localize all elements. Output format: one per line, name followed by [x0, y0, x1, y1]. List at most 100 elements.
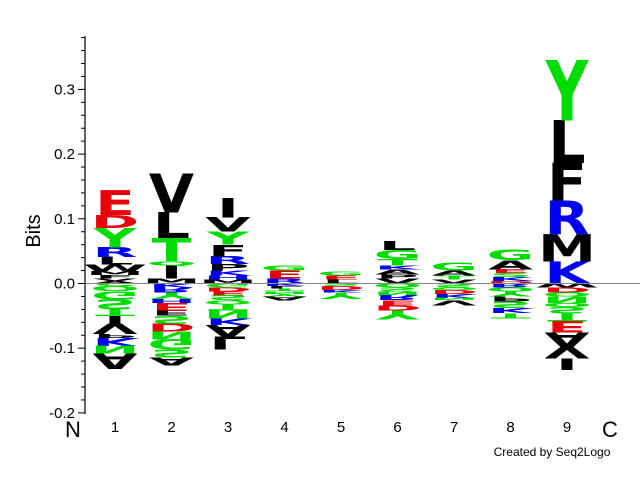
logo-letter-Y: Y [206, 229, 251, 250]
position-label: 2 [167, 419, 175, 436]
position-label: 3 [224, 419, 232, 436]
logo-letter-V: V [375, 277, 420, 285]
logo-letter-A: A [375, 268, 420, 276]
logo-letter-R: R [93, 245, 138, 260]
logo-letter-G: G [261, 264, 309, 272]
logo-letter-I: I [217, 193, 239, 224]
logo-letter-G: G [148, 335, 196, 351]
logo-letter-N: N [430, 297, 479, 301]
logo-letter-M: M [538, 227, 596, 270]
logo-letter-N: N [147, 329, 196, 341]
logo-letter-E: E [95, 185, 135, 224]
logo-letter-S: S [433, 282, 475, 288]
logo-letter-A: A [431, 269, 476, 277]
logo-letter-L: L [153, 206, 190, 247]
logo-letter-V: V [544, 343, 589, 362]
logo-letter-S: S [489, 272, 531, 278]
logo-letter-A: A [488, 258, 534, 272]
logo-letter-R: R [375, 293, 420, 301]
logo-letter-Q: Q [486, 286, 536, 292]
logo-letter-Y: Y [488, 290, 533, 298]
logo-letter-K: K [92, 335, 139, 347]
logo-letter-P: P [94, 333, 137, 339]
logo-letter-G: G [430, 261, 478, 273]
logo-letter-V: V [149, 164, 194, 226]
logo-letter-N: N [91, 343, 140, 355]
logo-letter-S: S [94, 295, 136, 311]
logo-letter-P: P [376, 273, 419, 279]
logo-letter-D: D [147, 321, 195, 333]
position-label: 5 [337, 419, 345, 436]
position-label: 7 [450, 419, 458, 436]
logo-letter-Y: Y [375, 308, 419, 322]
logo-letter-E: E [208, 290, 248, 296]
logo-letter-N: N [260, 290, 309, 294]
position-label: 9 [563, 419, 571, 436]
logo-letter-L: L [96, 255, 133, 267]
y-axis-title: Bits [23, 214, 45, 247]
logo-letter-D: D [373, 304, 421, 312]
y-tick-label: -0.1 [49, 340, 75, 357]
logo-letter-T: T [547, 311, 587, 323]
c-terminus-label: C [602, 417, 618, 442]
logo-letter-V: V [431, 299, 476, 307]
logo-letter-I: I [161, 262, 183, 283]
logo-letter-A: A [544, 328, 590, 350]
logo-letter-D: D [430, 289, 478, 295]
logo-letter-V: V [205, 214, 251, 236]
logo-letter-F: F [547, 153, 587, 213]
credit-text: Created by Seq2Logo [494, 445, 611, 459]
logo-letter-K: K [544, 256, 592, 291]
logo-letter-S: S [151, 347, 193, 359]
logo-letter-Y: Y [93, 223, 138, 254]
logo-letter-T: T [265, 288, 305, 292]
y-axis: -0.2 -0.1 0.0 0.1 0.2 0.3 [49, 36, 640, 422]
logo-letter-M: M [199, 279, 257, 285]
logo-letter-N: N [373, 290, 422, 296]
position-label: 6 [393, 419, 401, 436]
logo-letter-M: M [86, 270, 144, 276]
plot-area: AVFMWLRYDECQGSTIVPKNA1MIQTLVKRYHEFSDNGSA… [83, 43, 599, 436]
logo-letter-Y: Y [149, 290, 194, 300]
logo-letter-S: S [489, 299, 531, 309]
logo-letter-E: E [321, 275, 361, 281]
logo-letter-V: V [92, 278, 137, 282]
logo-letter-F: F [208, 242, 248, 261]
logo-letter-M: M [142, 277, 200, 285]
logo-letter-V: V [431, 279, 476, 285]
logo-letter-K: K [262, 283, 310, 287]
logo-letter-N: N [543, 294, 592, 304]
logo-letter-L: L [548, 109, 585, 177]
position-label: 4 [280, 419, 288, 436]
logo-letter-L: L [379, 238, 416, 252]
logo-letter-Q: Q [147, 261, 197, 267]
logo-letter-S: S [151, 313, 193, 325]
logo-letter-A: A [149, 355, 195, 367]
y-tick-label: 0.1 [54, 211, 75, 228]
logo-letter-H: H [147, 298, 196, 304]
logo-letter-Q: Q [542, 291, 592, 297]
logo-letter-F: F [95, 274, 135, 279]
logo-letter-A: A [262, 295, 307, 301]
logo-letter-P: P [207, 262, 250, 272]
y-tick-label: 0.2 [54, 146, 75, 163]
logo-letter-D: D [317, 285, 365, 291]
logo-letter-I: I [556, 354, 578, 373]
logo-letter-Q: Q [373, 282, 423, 288]
logo-letter-I: I [104, 313, 126, 325]
logo-letter-Q: Q [90, 284, 140, 292]
logo-letter-K: K [205, 269, 253, 277]
logo-letter-K: K [318, 289, 366, 293]
logo-letter-T: T [434, 275, 475, 281]
logo-letter-D: D [91, 212, 139, 233]
logo-letter-S: S [207, 293, 249, 301]
logo-letter-S: S [320, 283, 362, 287]
logo-letter-T: T [95, 307, 136, 317]
